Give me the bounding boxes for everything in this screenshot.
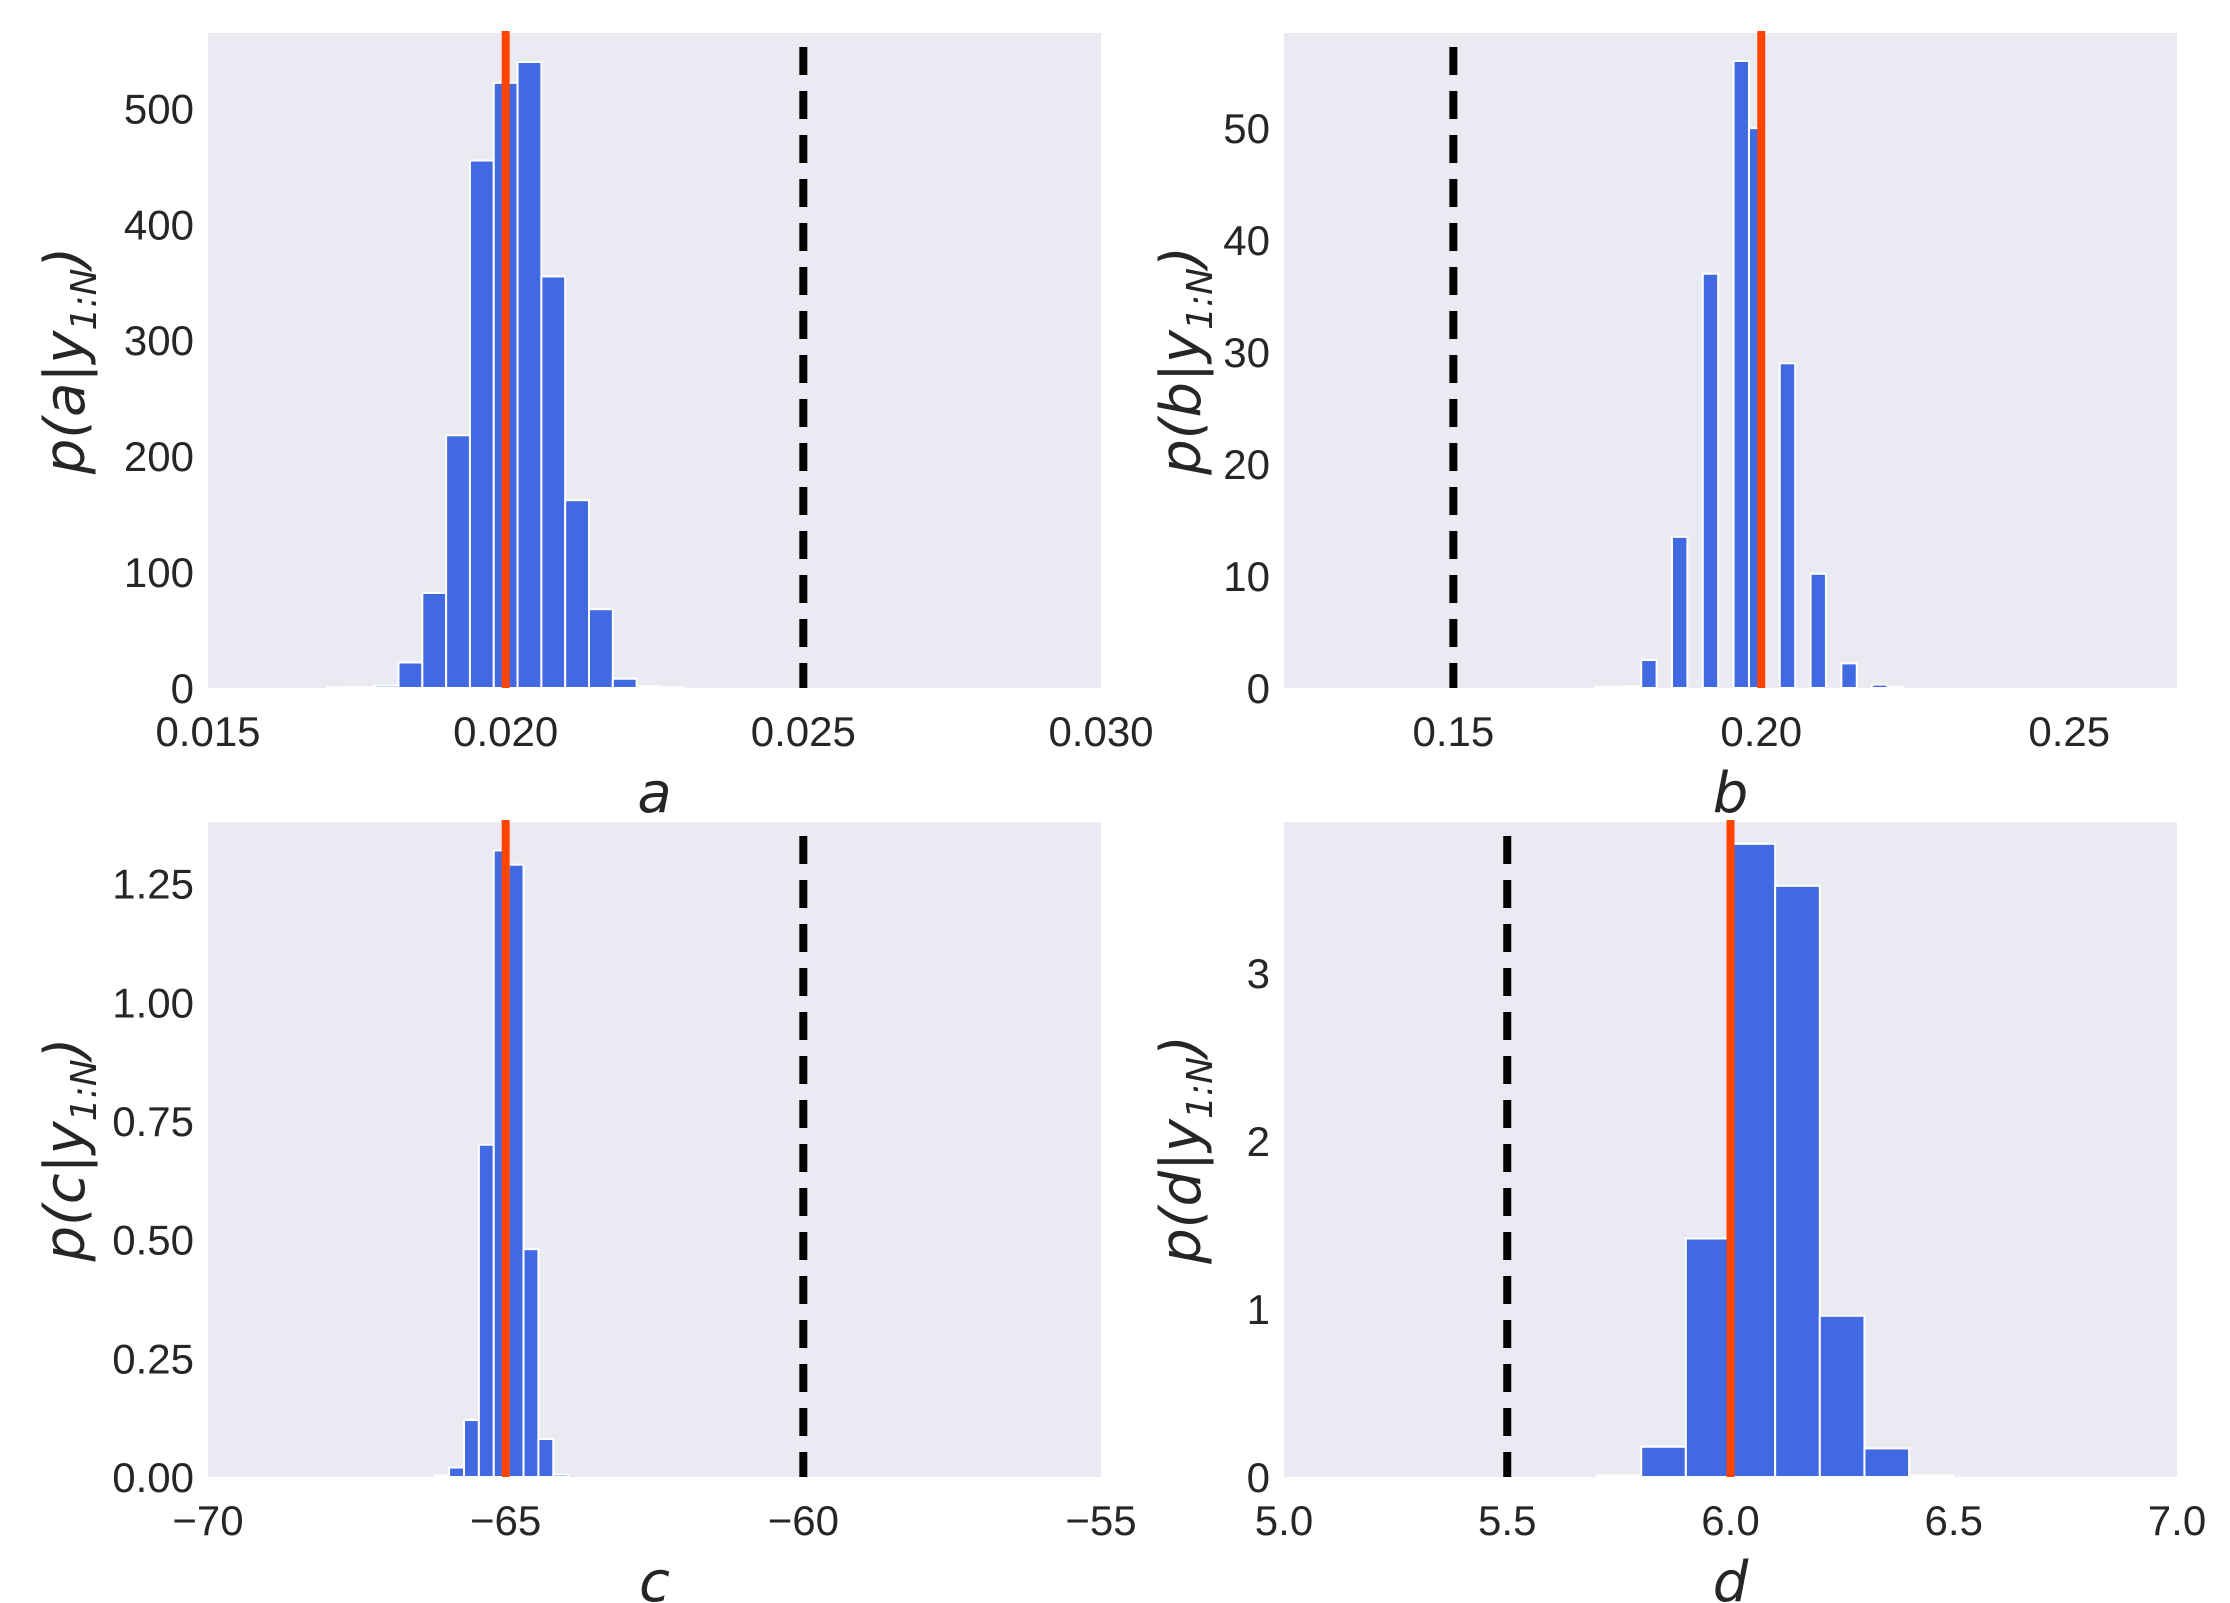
histogram-bar	[635, 685, 662, 689]
x-tick-label: 0.020	[453, 708, 558, 755]
histogram-bar	[445, 434, 471, 689]
plot-background	[208, 33, 1101, 688]
y-tick-label: 40	[1223, 217, 1270, 264]
y-axis-label: p(c|y1:N)	[33, 1037, 105, 1262]
x-tick-label: 7.0	[2148, 1497, 2206, 1544]
histogram-bar	[552, 1473, 570, 1479]
histogram-bar	[448, 1466, 465, 1478]
x-axis-label: c	[639, 1550, 670, 1603]
y-axis-label: p(a|y1:N)	[33, 247, 105, 476]
y-tick-label: 3	[1247, 950, 1270, 997]
y-tick-label: 300	[124, 317, 194, 364]
histogram-bar	[1729, 842, 1777, 1478]
x-tick-label: −65	[470, 1497, 541, 1544]
x-tick-label: 0.015	[155, 708, 260, 755]
y-tick-label: 30	[1223, 329, 1270, 376]
histogram-bar	[540, 275, 567, 689]
histogram-bar	[1595, 1474, 1643, 1479]
histogram-bar	[1840, 662, 1858, 689]
x-tick-label: 0.025	[751, 708, 856, 755]
y-tick-label: 50	[1223, 105, 1270, 152]
y-tick-label: 200	[124, 433, 194, 480]
x-tick-label: 0.25	[2028, 708, 2110, 755]
histogram-bar	[421, 591, 448, 689]
histogram-bar	[1732, 59, 1750, 689]
histogram-bar	[1886, 685, 1904, 690]
histogram-bar	[588, 608, 614, 690]
y-tick-label: 2	[1247, 1118, 1270, 1165]
histogram-bar	[659, 686, 686, 689]
x-tick-label: 6.0	[1701, 1497, 1759, 1544]
x-tick-label: 0.20	[1720, 708, 1802, 755]
histogram-bar	[1640, 659, 1658, 689]
histogram-bar	[1624, 685, 1643, 689]
histogram-bar	[1774, 884, 1821, 1478]
histogram-bar	[1778, 362, 1797, 689]
y-tick-label: 0.50	[112, 1217, 194, 1264]
y-axis-label: p(d|y1:N)	[1149, 1035, 1221, 1265]
y-tick-label: 0.25	[112, 1335, 194, 1382]
y-tick-label: 0.75	[112, 1098, 194, 1145]
histogram-bar	[537, 1438, 555, 1478]
histogram-bar	[1640, 1445, 1687, 1479]
histogram-bar	[1908, 1474, 1955, 1479]
histogram-bar	[1809, 572, 1827, 689]
y-tick-label: 10	[1223, 553, 1270, 600]
x-tick-label: 0.15	[1412, 708, 1494, 755]
x-tick-label: −55	[1065, 1497, 1136, 1544]
histogram-bar	[468, 159, 495, 690]
x-axis-label: a	[637, 761, 671, 826]
y-tick-label: 20	[1223, 441, 1270, 488]
histogram-bar	[462, 1419, 480, 1478]
y-tick-label: 0	[171, 665, 194, 712]
y-tick-label: 1	[1247, 1286, 1270, 1333]
x-axis-label: d	[1713, 1550, 1749, 1603]
y-tick-label: 1.00	[112, 979, 194, 1026]
y-tick-label: 0	[1247, 1454, 1270, 1501]
x-tick-label: 0.030	[1048, 708, 1153, 755]
histogram-bar	[1863, 1447, 1911, 1479]
x-tick-label: 5.0	[1255, 1497, 1313, 1544]
histogram-bar	[397, 661, 424, 690]
histogram-bar	[564, 499, 591, 690]
histogram-bar	[373, 684, 400, 689]
histogram-bar	[1609, 685, 1627, 690]
y-axis-label: p(b|y1:N)	[1149, 246, 1221, 476]
plot-background	[1284, 33, 2177, 688]
plot-background	[208, 822, 1101, 1477]
subplot-top-right: 0.15 0.20 0.25 0 10 20 30 40 50 b p(b|y1:N)	[1149, 31, 2177, 826]
y-tick-label: 1.25	[112, 861, 194, 908]
x-tick-label: −70	[172, 1497, 243, 1544]
histogram-bar	[1594, 685, 1612, 690]
subplot-top-left: 0.015 0.020 0.025 0.030 0 100 200 300 400 500 a p(a…	[33, 31, 1154, 826]
subplot-bottom-right: 5.0 5.5 6.0 6.5 7.0 0 1 2 3 d p(d|y1:N)	[1149, 820, 2206, 1603]
histogram-bar	[1818, 1314, 1866, 1479]
histogram-bar	[611, 677, 638, 689]
histogram-bar	[326, 686, 352, 689]
x-tick-label: 6.5	[1925, 1497, 1983, 1544]
histogram-bar	[477, 1143, 495, 1479]
histogram-bar	[1670, 535, 1689, 689]
histogram-bar	[1701, 272, 1720, 689]
y-tick-label: 500	[124, 85, 194, 132]
histogram-bar	[349, 686, 376, 690]
histogram-bar	[522, 1248, 540, 1479]
y-tick-label: 0	[1247, 665, 1270, 712]
x-axis-label: b	[1713, 761, 1749, 826]
histogram-bar	[507, 863, 525, 1478]
subplot-bottom-left: −70 −65 −60 −55 0.00 0.25 0.50 0.75 1.00 1.25 c p(c…	[33, 820, 1137, 1603]
histogram-bar	[1871, 683, 1889, 690]
histogram-bar	[1684, 1237, 1732, 1478]
y-tick-label: 100	[124, 549, 194, 596]
x-tick-label: 5.5	[1478, 1497, 1536, 1544]
x-tick-label: −60	[768, 1497, 839, 1544]
histogram-bar	[433, 1474, 451, 1478]
histogram-bar	[516, 60, 543, 689]
y-tick-label: 400	[124, 201, 194, 248]
y-tick-label: 0.00	[112, 1454, 194, 1501]
